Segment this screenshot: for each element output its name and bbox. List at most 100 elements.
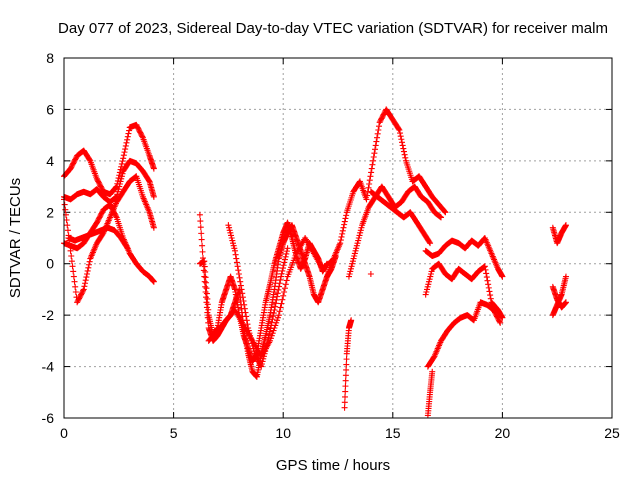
data-point — [115, 175, 122, 182]
data-point — [70, 273, 77, 280]
series-arc-s — [549, 273, 569, 319]
data-points — [61, 106, 569, 419]
data-point — [145, 177, 152, 184]
data-point — [97, 211, 104, 218]
data-point — [70, 159, 77, 166]
data-point — [235, 267, 242, 274]
data-point — [249, 340, 256, 347]
data-point — [341, 399, 348, 406]
data-point — [355, 237, 362, 244]
data-point — [72, 283, 79, 290]
data-point — [72, 289, 79, 295]
data-point — [99, 209, 106, 216]
data-point — [150, 224, 157, 231]
data-point — [495, 316, 502, 322]
data-point — [63, 217, 70, 223]
data-point — [199, 242, 206, 249]
data-point — [280, 292, 287, 299]
data-point — [397, 133, 404, 140]
data-point — [71, 278, 78, 285]
data-point — [487, 292, 494, 299]
data-point — [202, 274, 209, 281]
data-point — [68, 164, 75, 171]
data-point — [116, 183, 123, 190]
data-point — [98, 210, 105, 217]
x-tick-label: 15 — [385, 425, 401, 441]
data-point — [263, 343, 270, 349]
data-point — [342, 377, 349, 384]
data-point — [237, 278, 244, 285]
data-point — [254, 355, 261, 362]
data-point — [256, 359, 263, 366]
data-point — [268, 319, 275, 326]
data-point — [274, 290, 281, 297]
data-point — [67, 165, 74, 172]
data-point — [273, 296, 280, 303]
data-point — [258, 361, 265, 367]
data-point — [262, 345, 269, 352]
data-point — [253, 353, 260, 360]
data-point — [343, 356, 350, 363]
data-point — [124, 133, 131, 140]
data-point — [429, 368, 436, 375]
data-point — [271, 307, 278, 313]
data-point — [422, 291, 429, 298]
data-point — [137, 130, 144, 137]
y-tick-label: 8 — [46, 50, 54, 66]
data-point — [268, 332, 275, 339]
data-point — [262, 348, 269, 355]
data-point — [370, 157, 377, 164]
data-point — [283, 248, 290, 255]
data-point — [75, 296, 82, 303]
data-point — [202, 268, 209, 275]
x-tick-label: 25 — [604, 425, 620, 441]
data-point — [245, 325, 252, 331]
data-point — [272, 300, 279, 307]
data-point — [243, 313, 250, 320]
data-point — [110, 209, 117, 216]
data-point — [249, 343, 256, 349]
data-point — [201, 278, 208, 285]
data-point — [425, 278, 432, 285]
data-point — [349, 260, 356, 267]
data-point — [274, 293, 281, 300]
data-point — [251, 350, 258, 357]
data-point — [83, 274, 90, 281]
data-point — [348, 263, 355, 270]
data-point — [233, 255, 240, 262]
data-point — [364, 192, 371, 199]
data-point — [204, 295, 211, 302]
data-point — [252, 352, 259, 358]
data-point — [96, 214, 103, 221]
data-point — [438, 214, 445, 221]
data-point — [400, 148, 407, 155]
data-point — [247, 335, 254, 342]
data-point — [231, 247, 238, 254]
data-point — [279, 296, 286, 303]
data-point — [494, 314, 501, 321]
data-point — [270, 310, 277, 317]
data-point — [267, 325, 274, 332]
x-tick-label: 20 — [495, 425, 511, 441]
data-point — [353, 242, 360, 249]
data-point — [109, 205, 116, 212]
y-tick-label: 4 — [46, 153, 54, 169]
data-point — [343, 212, 350, 219]
series-arc-q — [424, 368, 436, 419]
data-point — [374, 134, 381, 141]
data-point — [241, 301, 248, 308]
data-point — [397, 130, 404, 137]
data-point — [342, 215, 349, 222]
data-point — [67, 247, 74, 254]
data-point — [492, 310, 499, 317]
data-point — [202, 283, 209, 290]
data-point — [346, 271, 353, 277]
data-point — [241, 305, 248, 312]
data-point — [353, 245, 360, 252]
data-point — [367, 173, 374, 180]
data-point — [491, 309, 498, 316]
data-point — [109, 206, 116, 213]
y-tick-label: -4 — [42, 359, 55, 375]
data-point — [278, 270, 285, 277]
series-arc-b — [61, 157, 157, 205]
